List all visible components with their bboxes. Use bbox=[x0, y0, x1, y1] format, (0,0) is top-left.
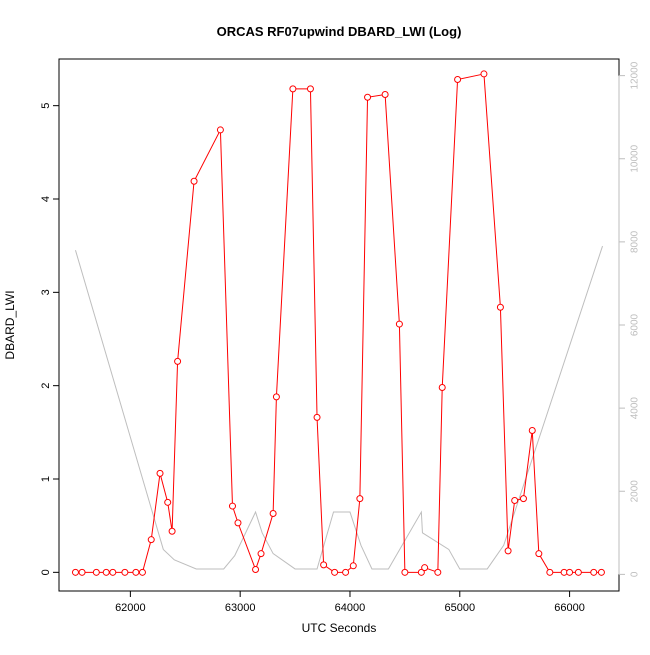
y2-tick-label: 10000 bbox=[630, 144, 641, 172]
data-point bbox=[109, 568, 117, 576]
x-tick-label: 64000 bbox=[335, 602, 366, 614]
data-point bbox=[252, 566, 260, 574]
y2-tick-label: 6000 bbox=[630, 313, 641, 336]
data-point bbox=[356, 495, 364, 503]
data-point bbox=[349, 562, 357, 570]
y2-axis: 0 2000 4000 6000 8000 10000 12000 bbox=[618, 61, 641, 577]
data-point bbox=[331, 568, 339, 576]
data-point bbox=[216, 126, 224, 134]
data-point bbox=[574, 568, 582, 576]
primary-series bbox=[71, 70, 605, 576]
data-point bbox=[434, 568, 442, 576]
y-tick-label: 1 bbox=[40, 476, 52, 482]
data-point bbox=[395, 320, 403, 328]
y2-tick-label: 0 bbox=[630, 571, 641, 577]
data-point bbox=[306, 85, 314, 93]
data-point bbox=[138, 568, 146, 576]
data-point bbox=[156, 469, 164, 477]
data-point bbox=[272, 393, 280, 401]
y2-tick-label: 12000 bbox=[630, 61, 641, 89]
y2-tick-label: 4000 bbox=[630, 397, 641, 420]
x-tick-label: 62000 bbox=[115, 602, 146, 614]
data-point bbox=[421, 564, 429, 572]
data-point bbox=[147, 536, 155, 544]
chart-title: ORCAS RF07upwind DBARD_LWI (Log) bbox=[217, 24, 462, 39]
data-point bbox=[519, 495, 527, 503]
y-axis-label: DBARD_LWI bbox=[3, 290, 17, 359]
data-point bbox=[511, 496, 519, 504]
data-point bbox=[590, 568, 598, 576]
data-point bbox=[504, 547, 512, 555]
data-point bbox=[132, 568, 140, 576]
data-point bbox=[234, 519, 242, 527]
x-tick-label: 63000 bbox=[225, 602, 256, 614]
data-point bbox=[313, 413, 321, 421]
data-point bbox=[364, 93, 372, 101]
y-tick-label: 2 bbox=[40, 383, 52, 389]
data-point bbox=[454, 76, 462, 84]
data-point bbox=[528, 426, 536, 434]
y-tick-label: 4 bbox=[40, 196, 52, 202]
data-point bbox=[401, 568, 409, 576]
x-axis: 62000 63000 64000 65000 66000 bbox=[115, 590, 585, 614]
data-point bbox=[496, 303, 504, 311]
data-point bbox=[190, 177, 198, 185]
data-point bbox=[535, 550, 543, 558]
y-tick-label: 0 bbox=[40, 569, 52, 575]
data-point bbox=[257, 550, 265, 558]
y-axis: 0 1 2 3 4 5 bbox=[40, 103, 60, 575]
data-point bbox=[566, 568, 574, 576]
data-point bbox=[164, 498, 172, 506]
y2-tick-label: 2000 bbox=[630, 480, 641, 503]
data-point bbox=[342, 568, 350, 576]
y2-tick-label: 8000 bbox=[630, 230, 641, 253]
data-point bbox=[269, 510, 277, 518]
data-point bbox=[168, 527, 176, 535]
data-point bbox=[92, 568, 100, 576]
data-point bbox=[71, 568, 79, 576]
data-point bbox=[320, 561, 328, 569]
x-tick-label: 66000 bbox=[554, 602, 585, 614]
data-point bbox=[546, 568, 554, 576]
data-point bbox=[228, 502, 236, 510]
secondary-series-line bbox=[74, 245, 604, 570]
data-point bbox=[438, 384, 446, 392]
y-tick-label: 5 bbox=[40, 103, 52, 109]
data-point bbox=[289, 85, 297, 93]
data-point bbox=[480, 70, 488, 78]
data-point bbox=[597, 568, 605, 576]
data-point bbox=[121, 568, 129, 576]
data-point bbox=[174, 357, 182, 365]
plot-frame bbox=[58, 58, 620, 592]
y-tick-label: 3 bbox=[40, 289, 52, 295]
secondary-series bbox=[74, 245, 604, 570]
data-point bbox=[102, 568, 110, 576]
data-point bbox=[381, 90, 389, 98]
x-axis-label: UTC Seconds bbox=[302, 621, 377, 635]
data-point bbox=[78, 568, 86, 576]
data-point bbox=[417, 568, 425, 576]
x-tick-label: 65000 bbox=[444, 602, 475, 614]
